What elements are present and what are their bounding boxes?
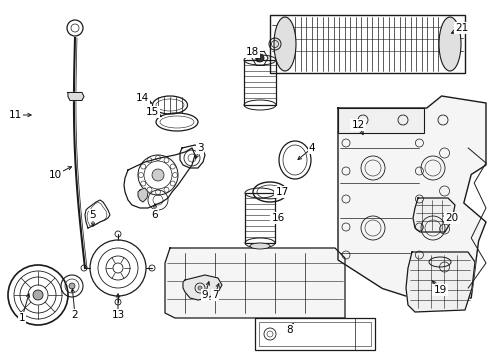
Bar — [269, 15, 464, 73]
Circle shape — [69, 283, 75, 289]
Bar — [244, 60, 275, 105]
Text: 16: 16 — [271, 213, 284, 223]
Text: 7: 7 — [211, 290, 218, 300]
Text: 18: 18 — [245, 47, 258, 57]
Bar — [259, 322, 370, 346]
Polygon shape — [68, 93, 84, 100]
Circle shape — [256, 54, 264, 62]
Text: 8: 8 — [286, 325, 293, 335]
Bar — [354, 318, 374, 350]
Text: 1: 1 — [19, 313, 25, 323]
Polygon shape — [138, 188, 148, 202]
Text: 12: 12 — [351, 120, 364, 130]
Text: 15: 15 — [145, 107, 158, 117]
Text: 13: 13 — [111, 310, 124, 320]
Text: 2: 2 — [72, 310, 78, 320]
Ellipse shape — [438, 17, 460, 71]
Polygon shape — [412, 198, 454, 232]
Text: 11: 11 — [8, 110, 21, 120]
Text: 20: 20 — [445, 213, 458, 223]
Polygon shape — [405, 252, 474, 312]
Text: 3: 3 — [196, 143, 203, 153]
Text: 5: 5 — [89, 210, 96, 220]
Ellipse shape — [273, 17, 295, 71]
Text: 17: 17 — [275, 187, 288, 197]
Bar — [337, 108, 423, 133]
Text: 4: 4 — [308, 143, 315, 153]
Polygon shape — [164, 248, 345, 318]
Circle shape — [198, 286, 202, 290]
Circle shape — [152, 169, 163, 181]
Text: 10: 10 — [48, 170, 61, 180]
Circle shape — [33, 290, 43, 300]
Text: 19: 19 — [432, 285, 446, 295]
Polygon shape — [124, 148, 195, 208]
Polygon shape — [183, 275, 222, 300]
Bar — [244, 193, 274, 243]
Bar — [254, 318, 374, 350]
Text: 9: 9 — [201, 290, 208, 300]
Ellipse shape — [249, 243, 269, 249]
Text: 14: 14 — [135, 93, 148, 103]
Text: 6: 6 — [151, 210, 158, 220]
Polygon shape — [180, 145, 204, 168]
Text: 21: 21 — [454, 23, 468, 33]
Polygon shape — [337, 96, 485, 298]
